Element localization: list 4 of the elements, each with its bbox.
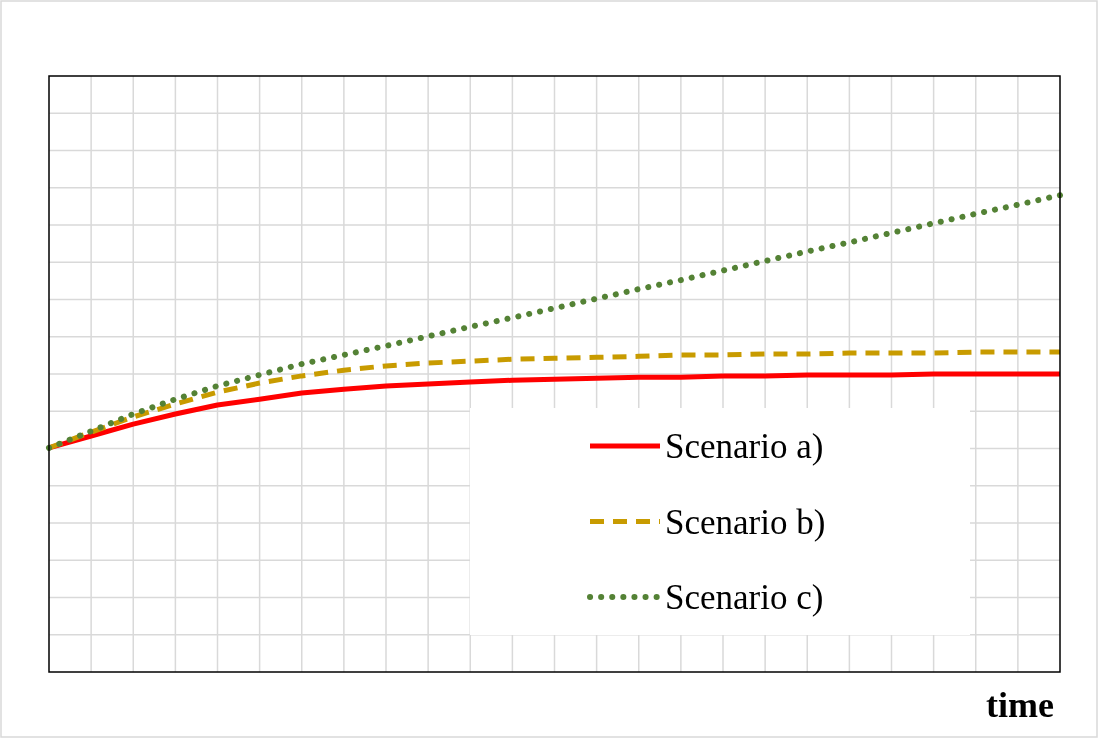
legend-label: Scenario b)	[665, 502, 826, 542]
legend-label: Scenario c)	[665, 578, 824, 617]
x-axis-title: time	[986, 685, 1055, 725]
legend-label: Scenario a)	[665, 427, 824, 466]
